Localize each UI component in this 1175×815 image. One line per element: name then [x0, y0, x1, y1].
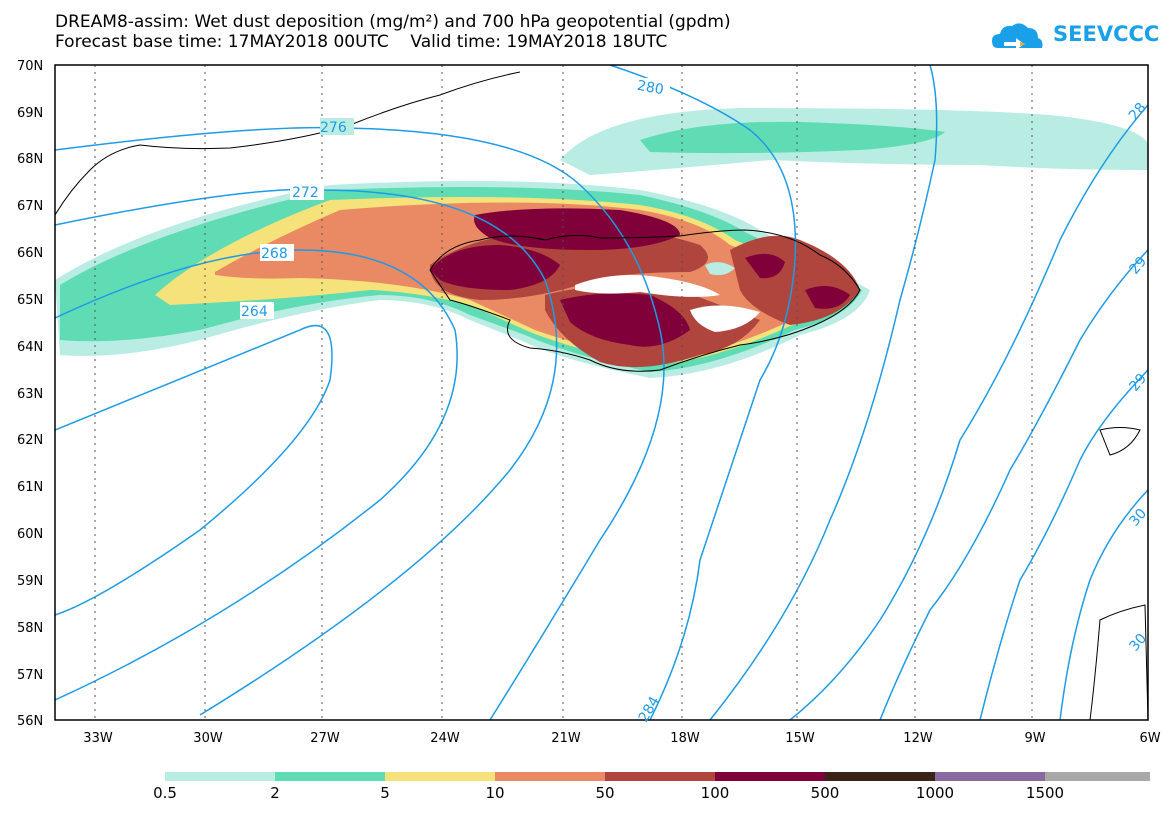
- colorbar-label: 0.5: [153, 784, 177, 802]
- lon-label: 21W: [551, 731, 581, 746]
- lat-label: 56N: [17, 714, 43, 729]
- lat-label: 58N: [17, 621, 43, 636]
- colorbar-label: 500: [810, 784, 840, 802]
- lon-label: 18W: [670, 731, 700, 746]
- dust-gap-2: [690, 305, 760, 332]
- dust-gap-3: [705, 262, 735, 276]
- contour-288: [789, 104, 1148, 720]
- iceland-coast: [429, 229, 861, 372]
- lon-label: 15W: [785, 731, 815, 746]
- lon-label: 9W: [1024, 731, 1045, 746]
- faroe-coast: [1099, 427, 1141, 456]
- colorbar-swatch: [165, 772, 275, 781]
- lat-label: 66N: [17, 246, 43, 261]
- colorbar-swatch: [825, 772, 935, 781]
- lon-label: 33W: [83, 731, 113, 746]
- contour-300: [1059, 489, 1148, 720]
- contour-280: [609, 65, 797, 720]
- dust-layer: [55, 108, 1148, 378]
- map-title: DREAM8-assim: Wet dust deposition (mg/m²…: [55, 12, 731, 32]
- contour-264: [55, 324, 333, 616]
- lat-label: 62N: [17, 433, 43, 448]
- contour-label-300: 30: [1126, 506, 1150, 530]
- latitude-labels: 70N 69N 68N 67N 66N 65N 64N 63N 62N 61N …: [17, 59, 43, 729]
- colorbar-label: 1500: [1025, 784, 1065, 802]
- contour-label-292: 29: [1126, 254, 1150, 278]
- contour-label-288: 28: [1126, 100, 1150, 124]
- greenland-coast: [55, 71, 521, 216]
- lat-label: 61N: [17, 480, 43, 495]
- lon-label: 12W: [903, 731, 933, 746]
- contour-label-280: 280: [636, 78, 665, 98]
- colorbar-swatch: [495, 772, 605, 781]
- forecast-times: Forecast base time: 17MAY2018 00UTC Vali…: [55, 32, 668, 52]
- colorbar-label: 5: [380, 784, 390, 802]
- colorbar-label: 50: [595, 784, 615, 802]
- lat-label: 67N: [17, 199, 43, 214]
- contour-labels: 280 276 272 268 264 284 28 29 29 30 30: [240, 78, 1150, 725]
- dust-fill-100-north: [474, 208, 680, 250]
- lat-label: 68N: [17, 152, 43, 167]
- contour-284: [709, 65, 938, 720]
- dust-fill-100-west: [430, 245, 560, 290]
- contour-296: [979, 369, 1148, 720]
- dust-fill-100-south: [560, 293, 690, 347]
- dust-fill-100-east: [745, 253, 850, 309]
- colorbar-label: 10: [485, 784, 505, 802]
- colorbar-label: 1000: [915, 784, 955, 802]
- colorbar-swatch: [715, 772, 825, 781]
- longitude-labels: 33W 30W 27W 24W 21W 18W 15W 12W 9W 6W: [83, 731, 1160, 746]
- geopotential-contours: [55, 65, 1148, 720]
- colorbar-label: 2: [270, 784, 280, 802]
- colorbar-swatch: [275, 772, 385, 781]
- contour-276: [55, 126, 665, 720]
- contour-272: [55, 188, 558, 716]
- lon-label: 30W: [193, 731, 223, 746]
- lon-label: 27W: [310, 731, 340, 746]
- contour-label-276: 276: [320, 120, 347, 136]
- lat-label: 69N: [17, 106, 43, 121]
- cloud-icon: [992, 23, 1043, 50]
- lat-label: 57N: [17, 668, 43, 683]
- colorbar: [165, 772, 1150, 781]
- lat-label: 60N: [17, 527, 43, 542]
- contour-label-264: 264: [241, 304, 268, 320]
- lat-label: 59N: [17, 574, 43, 589]
- colorbar-swatch: [935, 772, 1045, 781]
- colorbar-swatch: [385, 772, 495, 781]
- lat-label: 64N: [17, 340, 43, 355]
- contour-label-272: 272: [292, 185, 319, 201]
- contour-label-268: 268: [261, 246, 288, 262]
- lat-label: 63N: [17, 387, 43, 402]
- lat-label: 65N: [17, 293, 43, 308]
- dust-fill-2-north: [640, 121, 945, 154]
- scotland-coast: [1089, 604, 1148, 720]
- logo-text: SEEVCCC: [1053, 22, 1160, 46]
- lat-label: 70N: [17, 59, 43, 74]
- lon-label: 6W: [1139, 731, 1160, 746]
- colorbar-label: 100: [700, 784, 730, 802]
- contour-268: [55, 249, 458, 701]
- colorbar-swatch: [1045, 772, 1150, 781]
- contour-label-296: 29: [1126, 371, 1150, 395]
- lon-label: 24W: [430, 731, 460, 746]
- map-frame: [54, 64, 1149, 721]
- colorbar-swatch: [605, 772, 715, 781]
- contour-292: [879, 249, 1148, 720]
